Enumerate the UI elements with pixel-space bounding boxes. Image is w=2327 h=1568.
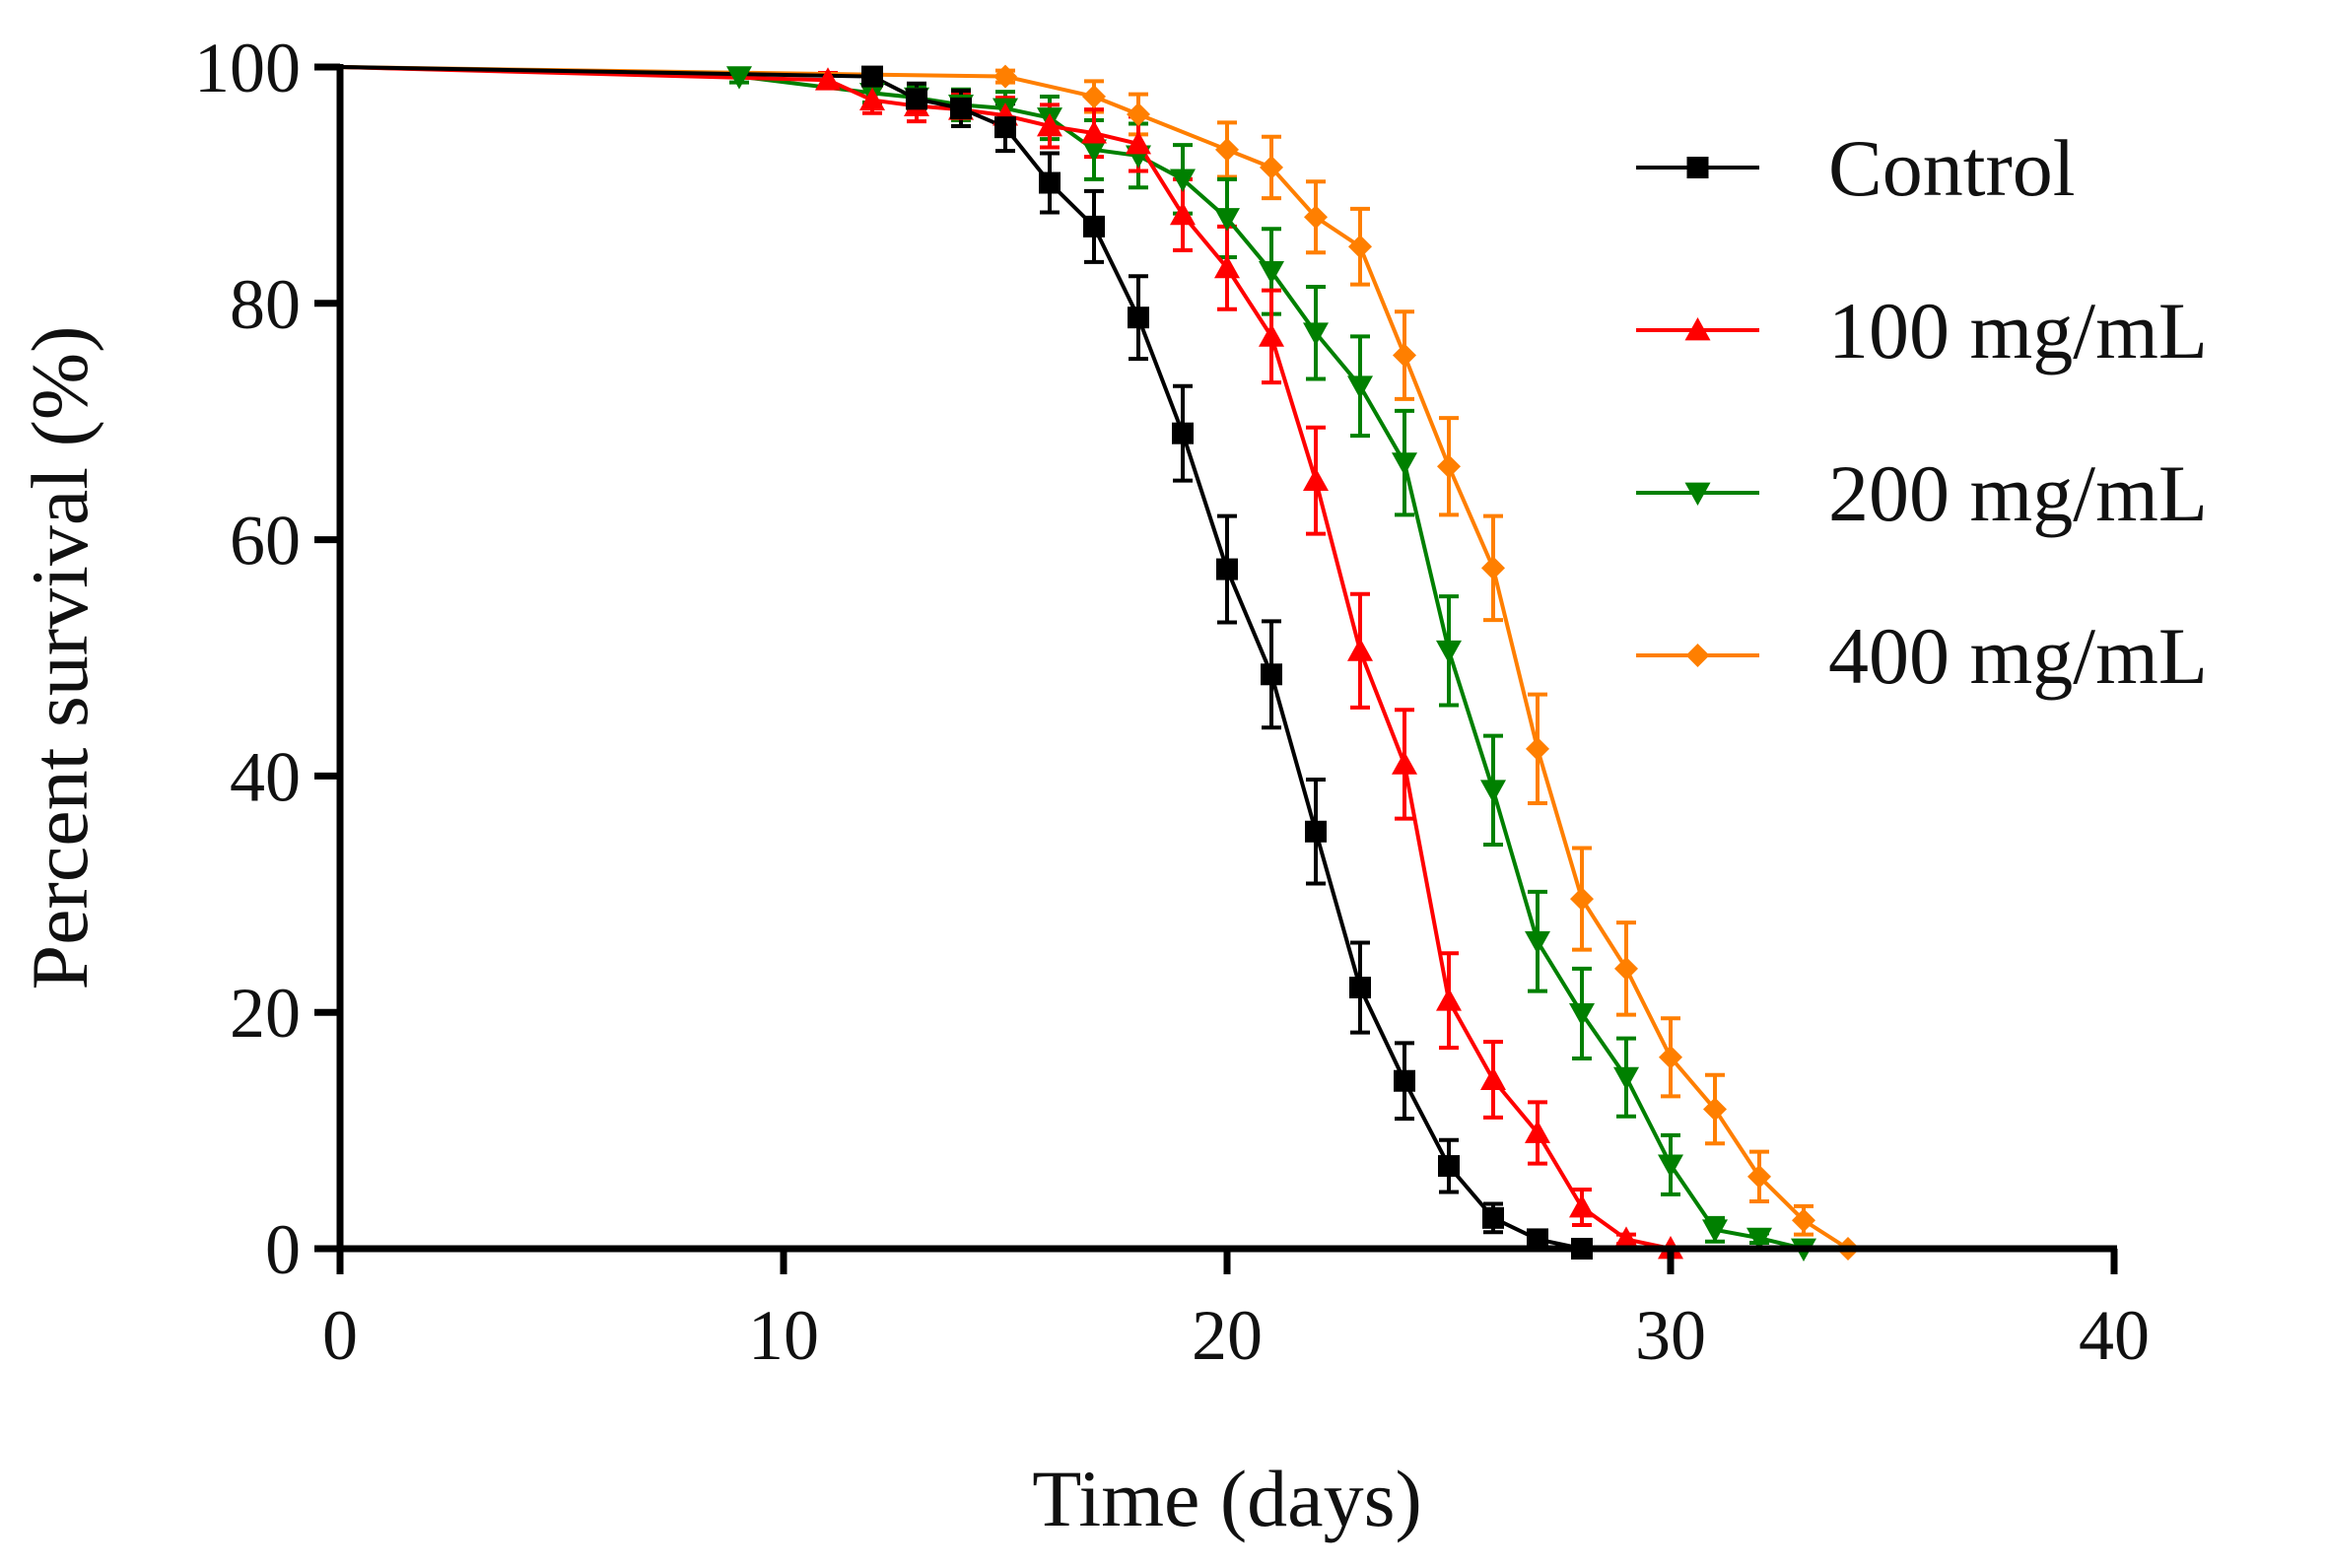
legend-item-400-mg-ml: 400 mg/mL xyxy=(1636,611,2208,701)
marker-control-10 xyxy=(1261,663,1282,686)
y-tick-label-0: 0 xyxy=(265,1210,301,1289)
series-line-200-mg-ml xyxy=(339,65,1805,1251)
marker-100-mg-ml-15 xyxy=(1436,988,1462,1011)
x-tick-label-10: 10 xyxy=(748,1296,819,1375)
marker-200-mg-ml-1 xyxy=(726,66,752,90)
marker-400-mg-ml-4 xyxy=(1215,137,1239,162)
marker-400-mg-ml-11 xyxy=(1526,736,1549,761)
marker-400-mg-ml-10 xyxy=(1481,556,1505,580)
marker-100-mg-ml-2 xyxy=(859,87,885,110)
legend-item-control: Control xyxy=(1636,123,2076,213)
marker-200-mg-ml-18 xyxy=(1569,1002,1595,1027)
marker-400-mg-ml-12 xyxy=(1570,887,1594,912)
y-tick-label-80: 80 xyxy=(230,265,301,344)
legend-marker xyxy=(1686,157,1709,178)
legend-label: Control xyxy=(1828,123,2076,213)
marker-control-13 xyxy=(1394,1069,1415,1092)
y-tick-label-20: 20 xyxy=(230,974,301,1053)
y-tick-label-100: 100 xyxy=(194,29,301,107)
marker-100-mg-ml-14 xyxy=(1392,751,1417,775)
marker-control-2 xyxy=(906,88,927,110)
marker-100-mg-ml-8 xyxy=(1126,130,1151,155)
marker-400-mg-ml-1 xyxy=(993,64,1017,89)
marker-100-mg-ml-7 xyxy=(1081,120,1107,144)
marker-200-mg-ml-22 xyxy=(1746,1227,1772,1252)
marker-400-mg-ml-9 xyxy=(1437,454,1461,479)
legend-marker xyxy=(1685,644,1710,667)
marker-200-mg-ml-16 xyxy=(1480,780,1506,803)
marker-100-mg-ml-9 xyxy=(1170,201,1196,226)
x-axis-label: Time (days) xyxy=(1032,1454,1422,1543)
marker-100-mg-ml-18 xyxy=(1569,1194,1595,1218)
x-tick-label-20: 20 xyxy=(1192,1296,1263,1375)
marker-control-7 xyxy=(1128,307,1149,329)
legend-label: 100 mg/mL xyxy=(1828,286,2208,375)
ticks-layer: 0 10 20 30 40 0 20 40 60 80 100 xyxy=(194,29,2150,1375)
marker-control-15 xyxy=(1482,1206,1504,1229)
marker-100-mg-ml-19 xyxy=(1613,1226,1639,1250)
marker-100-mg-ml-11 xyxy=(1259,323,1284,347)
legend-item-200-mg-ml: 200 mg/mL xyxy=(1636,448,2208,538)
marker-400-mg-ml-5 xyxy=(1260,155,1283,179)
marker-control-1 xyxy=(861,65,883,88)
legend-marker xyxy=(1684,317,1711,341)
marker-100-mg-ml-6 xyxy=(1037,112,1062,137)
marker-control-14 xyxy=(1438,1155,1460,1178)
series-line-100-mg-ml xyxy=(339,65,1672,1251)
marker-100-mg-ml-12 xyxy=(1303,467,1329,492)
x-tick-label-0: 0 xyxy=(322,1296,358,1375)
marker-control-9 xyxy=(1216,558,1238,580)
marker-200-mg-ml-21 xyxy=(1702,1219,1728,1243)
marker-100-mg-ml-13 xyxy=(1347,638,1373,661)
marker-200-mg-ml-19 xyxy=(1613,1066,1639,1091)
marker-400-mg-ml-6 xyxy=(1304,205,1328,230)
marker-100-mg-ml-17 xyxy=(1525,1120,1550,1143)
legend-label: 400 mg/mL xyxy=(1828,611,2208,701)
marker-200-mg-ml-17 xyxy=(1525,930,1550,955)
markers-layer xyxy=(726,64,1860,1261)
legend-label: 200 mg/mL xyxy=(1828,448,2208,538)
marker-400-mg-ml-8 xyxy=(1393,343,1416,368)
marker-100-mg-ml-16 xyxy=(1480,1066,1506,1090)
marker-400-mg-ml-16 xyxy=(1747,1164,1771,1189)
marker-control-4 xyxy=(994,116,1016,139)
marker-400-mg-ml-2 xyxy=(1082,84,1106,108)
marker-200-mg-ml-11 xyxy=(1259,261,1284,285)
marker-400-mg-ml-3 xyxy=(1127,102,1150,126)
marker-400-mg-ml-14 xyxy=(1659,1045,1682,1069)
x-tick-label-40: 40 xyxy=(2079,1296,2150,1375)
x-tick-label-30: 30 xyxy=(1635,1296,1706,1375)
marker-200-mg-ml-15 xyxy=(1436,640,1462,664)
marker-control-6 xyxy=(1083,215,1105,238)
marker-200-mg-ml-7 xyxy=(1081,139,1107,163)
marker-400-mg-ml-17 xyxy=(1792,1208,1815,1233)
marker-control-3 xyxy=(950,97,972,119)
y-tick-label-60: 60 xyxy=(230,502,301,580)
legend-marker xyxy=(1684,482,1711,506)
y-axis-label: Percent survival (%) xyxy=(15,326,104,990)
marker-200-mg-ml-20 xyxy=(1658,1154,1683,1178)
marker-control-12 xyxy=(1349,977,1371,999)
marker-200-mg-ml-14 xyxy=(1392,452,1417,476)
marker-control-11 xyxy=(1305,820,1327,843)
y-tick-label-40: 40 xyxy=(230,737,301,816)
marker-400-mg-ml-15 xyxy=(1703,1097,1727,1122)
marker-control-8 xyxy=(1172,422,1194,444)
marker-400-mg-ml-7 xyxy=(1348,235,1372,259)
marker-200-mg-ml-10 xyxy=(1214,208,1240,232)
marker-200-mg-ml-9 xyxy=(1170,169,1196,192)
marker-100-mg-ml-1 xyxy=(815,67,841,91)
marker-100-mg-ml-10 xyxy=(1214,254,1240,279)
legend-item-100-mg-ml: 100 mg/mL xyxy=(1636,286,2208,375)
marker-200-mg-ml-13 xyxy=(1347,375,1373,399)
marker-200-mg-ml-12 xyxy=(1303,322,1329,346)
marker-control-16 xyxy=(1527,1228,1548,1251)
marker-400-mg-ml-13 xyxy=(1614,956,1638,981)
legend: Control 100 mg/mL 200 mg/mL 400 mg/mL xyxy=(1636,123,2208,701)
marker-control-5 xyxy=(1039,171,1061,194)
